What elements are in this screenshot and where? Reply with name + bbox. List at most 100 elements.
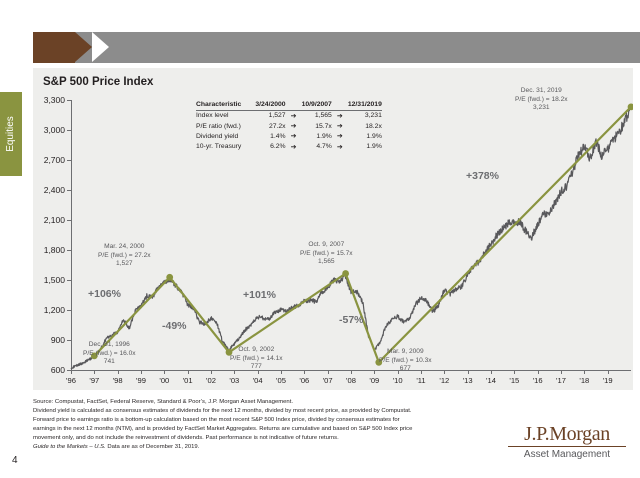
inflection-point-marker xyxy=(166,273,174,281)
annotation-date: Oct. 9, 2007 xyxy=(308,241,345,248)
x-axis-tick xyxy=(257,370,259,374)
x-axis-tick xyxy=(444,370,446,374)
x-axis-label: '15 xyxy=(509,376,520,385)
inflection-point-marker xyxy=(627,103,633,111)
arrow-icon: ➔ xyxy=(336,133,343,141)
logo-subtitle: Asset Management xyxy=(523,449,611,460)
x-axis-tick xyxy=(304,370,306,374)
x-axis-tick xyxy=(421,370,422,374)
x-axis-label: '00 xyxy=(159,376,170,385)
logo-wordmark: J.P.Morgan xyxy=(524,423,610,445)
x-axis-tick xyxy=(397,370,399,374)
x-axis-label: '18 xyxy=(579,376,590,385)
sp500-line-chart: 600 900 1,200 1,500 1,800 2,100 2,400 2,700 3,00… xyxy=(33,92,633,385)
y-axis-label: 1,200 xyxy=(43,305,65,315)
annotation-date: Oct. 9, 2002 xyxy=(238,346,275,353)
return-label-5: +378% xyxy=(466,170,499,182)
x-axis-tick xyxy=(281,370,282,374)
x-axis-tick xyxy=(561,370,562,374)
x-axis-label: '05 xyxy=(276,376,286,385)
y-axis-label: 600 xyxy=(50,365,65,375)
cell-2000: 1,527 xyxy=(268,112,286,120)
footnote-line-2: Dividend yield is calculated as consensu… xyxy=(33,407,412,414)
chart-plot-area xyxy=(70,103,633,370)
col-date-1: 3/24/2000 xyxy=(255,100,286,111)
x-axis-label: '10 xyxy=(392,376,403,385)
y-axis-tick xyxy=(67,220,72,221)
footnote-block: Source: Compustat, FactSet, Federal Rese… xyxy=(33,398,463,452)
annotation-oct-2002: Oct. 9, 2002 P/E (fwd.) = 14.1x 777 xyxy=(230,346,283,372)
header-accent-arrow xyxy=(75,32,92,62)
header-gtm-label: GTM - U.S. xyxy=(550,11,596,21)
col-date-2: 10/9/2007 xyxy=(301,100,332,111)
x-axis-tick xyxy=(117,370,119,374)
y-axis-tick xyxy=(67,340,72,341)
guide-asof: Data are as of December 31, 2019. xyxy=(105,443,200,450)
cell-2000: 6.2% xyxy=(270,143,286,151)
x-axis-label: '17 xyxy=(556,376,566,385)
row-label: Index level xyxy=(196,112,229,120)
col-characteristic: Characteristic xyxy=(196,100,256,111)
col-date-3: 12/31/2019 xyxy=(347,100,382,111)
row-label: Dividend yield xyxy=(196,132,239,140)
x-axis-label: '08 xyxy=(346,376,356,385)
characteristics-table: Characteristic 3/24/2000 10/9/2007 12/31… xyxy=(196,100,382,152)
x-axis-tick xyxy=(584,370,586,374)
y-axis-tick xyxy=(67,100,72,101)
x-axis-label: '07 xyxy=(322,376,333,385)
x-axis-label: '16 xyxy=(532,376,543,385)
annotation-level: 1,527 xyxy=(116,260,133,268)
arrow-icon: ➔ xyxy=(290,123,297,131)
y-axis-label: 2,100 xyxy=(43,215,65,225)
footnote-guide-line: Guide to the Markets – U.S. Data are as … xyxy=(33,443,463,452)
x-axis-label: '11 xyxy=(416,376,426,385)
annotation-date: Dec. 31, 2019 xyxy=(520,87,562,94)
x-axis-label: '12 xyxy=(439,376,450,385)
annotation-level: 677 xyxy=(399,365,411,373)
x-axis-label: '13 xyxy=(462,376,473,385)
annotation-date: Mar. 24, 2000 xyxy=(104,243,145,250)
x-axis-label: '96 xyxy=(66,376,76,385)
logo-rule xyxy=(508,446,626,447)
x-axis-tick xyxy=(514,370,516,374)
cell-2019: 3,231 xyxy=(364,112,382,120)
jpmorgan-logo: J.P.Morgan Asset Management xyxy=(508,424,626,460)
return-label-2: -49% xyxy=(162,320,187,332)
return-label-4: -57% xyxy=(339,314,364,326)
x-axis-tick xyxy=(607,370,609,374)
annotation-level: 3,231 xyxy=(533,104,550,112)
x-axis-tick xyxy=(327,370,329,374)
y-axis-tick xyxy=(67,370,72,371)
y-axis-label: 2,400 xyxy=(43,185,65,195)
x-axis-label: '04 xyxy=(252,376,263,385)
x-axis-label: '14 xyxy=(486,376,496,385)
row-label: P/E ratio (fwd.) xyxy=(196,122,241,130)
y-axis-tick xyxy=(67,280,72,281)
x-axis-label: '09 xyxy=(369,376,380,385)
y-axis-label: 1,800 xyxy=(43,245,65,255)
cell-2007: 4.7% xyxy=(316,143,332,151)
y-axis-tick xyxy=(67,190,72,191)
x-axis-tick xyxy=(537,370,539,374)
x-axis-tick xyxy=(164,370,166,374)
x-axis-tick xyxy=(467,370,469,374)
annotation-dec-2019: Dec. 31, 2019 P/E (fwd.) = 18.2x 3,231 xyxy=(515,87,568,113)
inflection-point-marker xyxy=(342,270,349,277)
x-axis-label: '03 xyxy=(229,376,240,385)
footnote-source: Source: Compustat, FactSet, Federal Rese… xyxy=(33,399,293,405)
annotation-dec-1996: Dec. 31, 1996 P/E (fwd.) = 16.0x 741 xyxy=(83,341,136,367)
annotation-oct-2007: Oct. 9, 2007 P/E (fwd.) = 15.7x 1,565 xyxy=(300,241,353,267)
arrow-icon: ➔ xyxy=(336,123,343,131)
x-axis-tick xyxy=(94,370,96,374)
y-axis-tick xyxy=(67,310,72,311)
y-axis-label: 2,700 xyxy=(43,155,65,165)
cell-2007: 1,565 xyxy=(314,112,332,120)
annotation-mar-2009: Mar. 9, 2009 P/E (fwd.) = 10.3x 677 xyxy=(379,348,432,374)
x-axis-label: '02 xyxy=(206,376,216,385)
section-tab-equities[interactable]: Equities xyxy=(0,92,22,176)
price-index-line xyxy=(70,104,632,370)
table-row: P/E ratio (fwd.) 27.2x ➔ 15.7x ➔ 18.2x xyxy=(196,121,382,131)
arrow-icon: ➔ xyxy=(290,133,297,141)
arrow-icon: ➔ xyxy=(290,143,297,151)
arrow-icon: ➔ xyxy=(336,112,343,120)
